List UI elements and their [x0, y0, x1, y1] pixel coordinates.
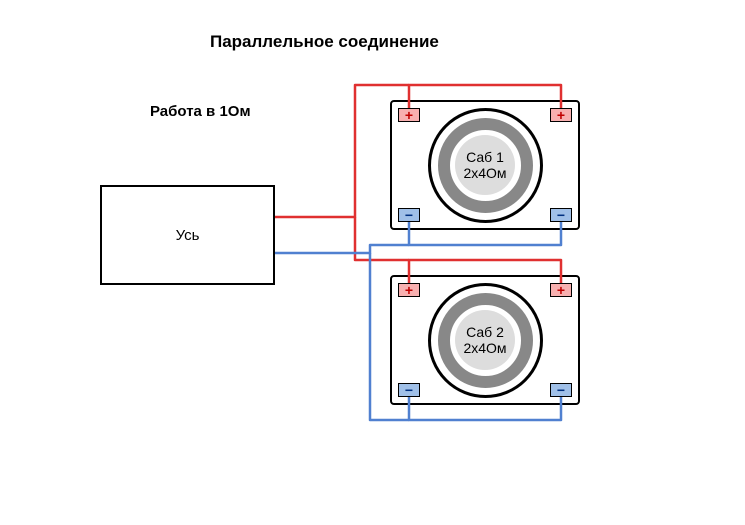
speaker-2-terminal-neg-right: −: [550, 383, 572, 397]
speaker-2-label: Саб 2 2х4Ом: [455, 324, 515, 356]
speaker-2-terminal-neg-left: −: [398, 383, 420, 397]
amplifier-label: Усь: [176, 227, 200, 244]
speaker-2: Саб 2 2х4Ом + + − −: [390, 275, 580, 405]
speaker-2-terminal-pos-right: +: [550, 283, 572, 297]
speaker-1-terminal-pos-right: +: [550, 108, 572, 122]
speaker-1-terminal-pos-left: +: [398, 108, 420, 122]
speaker-1-label: Саб 1 2х4Ом: [455, 149, 515, 181]
speaker-1-name: Саб 1: [455, 149, 515, 165]
speaker-1-terminal-neg-left: −: [398, 208, 420, 222]
speaker-1-terminal-neg-right: −: [550, 208, 572, 222]
speaker-2-impedance: 2х4Ом: [455, 340, 515, 356]
diagram-subtitle: Работа в 1Ом: [150, 103, 251, 120]
speaker-2-terminal-pos-left: +: [398, 283, 420, 297]
speaker-2-name: Саб 2: [455, 324, 515, 340]
amplifier-box: Усь: [100, 185, 275, 285]
diagram-title: Параллельное соединение: [210, 32, 439, 52]
speaker-1: Саб 1 2х4Ом + + − −: [390, 100, 580, 230]
speaker-1-impedance: 2х4Ом: [455, 165, 515, 181]
